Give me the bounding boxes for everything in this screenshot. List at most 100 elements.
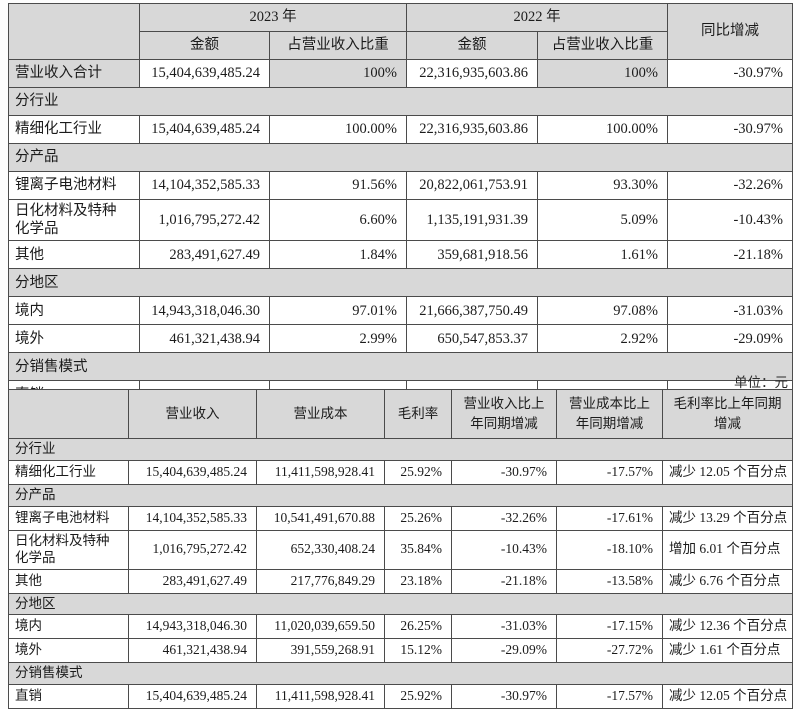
header-row: 营业收入 营业成本 毛利率 营业收入比上 年同期增减 营业成本比上 年同期增减 … bbox=[8, 389, 793, 439]
table-row: 境内 14,943,318,046.30 11,020,039,659.50 2… bbox=[8, 614, 793, 640]
header-row-years: 2023 年 2022 年 同比增减 bbox=[8, 3, 793, 60]
yoy-cell: -10.43% bbox=[667, 198, 793, 242]
margin-yoy-cell: 减少 1.61 个百分点 bbox=[662, 638, 793, 664]
share-2023-cell: 1.84% bbox=[269, 240, 407, 270]
table-row: 日化材料及特种 化学品 1,016,795,272.42 6.60% 1,135… bbox=[8, 198, 793, 242]
margin-yoy-cell: 增加 6.01 个百分点 bbox=[662, 529, 793, 570]
row-label-cell: 锂离子电池材料 bbox=[8, 171, 140, 200]
share-2023-cell: 2.99% bbox=[269, 324, 407, 354]
table-row: 其他 283,491,627.49 1.84% 359,681,918.56 1… bbox=[8, 240, 793, 270]
amount-2023-cell: 461,321,438.94 bbox=[139, 324, 270, 354]
amount-2022-cell: 21,666,387,750.49 bbox=[406, 296, 538, 326]
share-2023-cell: 6.60% bbox=[269, 198, 407, 242]
cost-cell: 11,411,598,928.41 bbox=[256, 684, 385, 709]
section-label: 分行业 bbox=[8, 438, 793, 461]
report-page: 2023 年 2022 年 同比增减 金额 占营业收入比重 金额 占营业收入比重… bbox=[8, 3, 793, 709]
revenue-cell: 1,016,795,272.42 bbox=[128, 529, 257, 570]
amount-2022-cell: 359,681,918.56 bbox=[406, 240, 538, 270]
cost-yoy-cell: -17.57% bbox=[556, 684, 663, 709]
col-header-share-2022: 占营业收入比重 bbox=[537, 31, 668, 60]
col-group-2023: 2023 年 bbox=[139, 3, 407, 32]
section-label: 分销售模式 bbox=[8, 662, 793, 686]
cost-cell: 652,330,408.24 bbox=[256, 529, 385, 570]
col-header-amount-2023: 金额 bbox=[139, 31, 270, 60]
col-header-cost-yoy: 营业成本比上 年同期增减 bbox=[556, 389, 663, 439]
share-2022-cell: 2.92% bbox=[537, 324, 668, 354]
empty-corner-cell bbox=[8, 389, 129, 439]
row-label-cell: 境内 bbox=[8, 614, 129, 640]
cost-yoy-cell: -17.15% bbox=[556, 614, 663, 640]
section-row: 分地区 bbox=[8, 268, 793, 298]
revenue-yoy-cell: -21.18% bbox=[451, 568, 557, 594]
revenue-cell: 15,404,639,485.24 bbox=[128, 459, 257, 485]
section-row: 分行业 bbox=[8, 87, 793, 116]
amount-2022-cell: 650,547,853.37 bbox=[406, 324, 538, 354]
cost-cell: 217,776,849.29 bbox=[256, 568, 385, 594]
cost-yoy-cell: -27.72% bbox=[556, 638, 663, 664]
yoy-cell: -30.97% bbox=[667, 115, 793, 144]
yoy-cell: -32.26% bbox=[667, 171, 793, 200]
amount-2023-cell: 1,016,795,272.42 bbox=[139, 198, 270, 242]
margin-analysis-table: 营业收入 营业成本 毛利率 营业收入比上 年同期增减 营业成本比上 年同期增减 … bbox=[8, 389, 793, 709]
margin-yoy-cell: 减少 12.05 个百分点 bbox=[662, 684, 793, 709]
table-row: 境外 461,321,438.94 2.99% 650,547,853.37 2… bbox=[8, 324, 793, 354]
col-header-margin-yoy: 毛利率比上年同期 增减 bbox=[662, 389, 793, 439]
section-label: 分行业 bbox=[8, 87, 793, 116]
row-label-cell: 其他 bbox=[8, 568, 129, 594]
revenue-yoy-cell: -32.26% bbox=[451, 505, 557, 531]
col-header-revenue-yoy: 营业收入比上 年同期增减 bbox=[451, 389, 557, 439]
empty-corner-cell bbox=[8, 3, 140, 60]
revenue-composition-table: 2023 年 2022 年 同比增减 金额 占营业收入比重 金额 占营业收入比重… bbox=[8, 3, 793, 410]
table-row: 直销 15,404,639,485.24 11,411,598,928.41 2… bbox=[8, 684, 793, 709]
section-row: 分销售模式 bbox=[8, 662, 793, 686]
share-2022-cell: 97.08% bbox=[537, 296, 668, 326]
share-2022-cell: 100.00% bbox=[537, 115, 668, 144]
amount-2023-cell: 15,404,639,485.24 bbox=[139, 115, 270, 144]
yoy-cell: -29.09% bbox=[667, 324, 793, 354]
margin-cell: 35.84% bbox=[384, 529, 452, 570]
cost-cell: 11,020,039,659.50 bbox=[256, 614, 385, 640]
col-header-yoy: 同比增减 bbox=[667, 3, 793, 60]
row-label-cell: 锂离子电池材料 bbox=[8, 505, 129, 531]
unit-note: 单位：元 bbox=[734, 375, 788, 390]
amount-2023-cell: 15,404,639,485.24 bbox=[139, 59, 270, 88]
yoy-cell: -31.03% bbox=[667, 296, 793, 326]
yoy-cell: -21.18% bbox=[667, 240, 793, 270]
col-header-share-2023: 占营业收入比重 bbox=[269, 31, 407, 60]
revenue-cell: 461,321,438.94 bbox=[128, 638, 257, 664]
share-2022-cell: 100% bbox=[537, 59, 668, 88]
revenue-cell: 283,491,627.49 bbox=[128, 568, 257, 594]
section-row: 分行业 bbox=[8, 438, 793, 461]
revenue-cell: 14,104,352,585.33 bbox=[128, 505, 257, 531]
col-group-2022: 2022 年 bbox=[406, 3, 668, 32]
table-row: 精细化工行业 15,404,639,485.24 100.00% 22,316,… bbox=[8, 115, 793, 144]
margin-cell: 26.25% bbox=[384, 614, 452, 640]
cost-cell: 10,541,491,670.88 bbox=[256, 505, 385, 531]
section-label: 分产品 bbox=[8, 483, 793, 507]
row-label-cell: 直销 bbox=[8, 684, 129, 709]
revenue-yoy-cell: -30.97% bbox=[451, 684, 557, 709]
row-label-cell: 精细化工行业 bbox=[8, 459, 129, 485]
amount-2022-cell: 22,316,935,603.86 bbox=[406, 59, 538, 88]
amount-2022-cell: 20,822,061,753.91 bbox=[406, 171, 538, 200]
table-row: 日化材料及特种 化学品 1,016,795,272.42 652,330,408… bbox=[8, 529, 793, 570]
section-row: 分销售模式 bbox=[8, 352, 793, 382]
section-label: 分地区 bbox=[8, 592, 793, 616]
amount-2022-cell: 22,316,935,603.86 bbox=[406, 115, 538, 144]
row-label-cell: 境内 bbox=[8, 296, 140, 326]
table-row: 境外 461,321,438.94 391,559,268.91 15.12% … bbox=[8, 638, 793, 664]
revenue-cell: 15,404,639,485.24 bbox=[128, 684, 257, 709]
revenue-yoy-cell: -30.97% bbox=[451, 459, 557, 485]
row-label-cell: 日化材料及特种 化学品 bbox=[8, 529, 129, 570]
row-label-cell: 精细化工行业 bbox=[8, 115, 140, 144]
revenue-cell: 14,943,318,046.30 bbox=[128, 614, 257, 640]
margin-yoy-cell: 减少 6.76 个百分点 bbox=[662, 568, 793, 594]
col-header-margin: 毛利率 bbox=[384, 389, 452, 439]
share-2023-cell: 97.01% bbox=[269, 296, 407, 326]
cost-yoy-cell: -13.58% bbox=[556, 568, 663, 594]
yoy-cell: -30.97% bbox=[667, 59, 793, 88]
row-label-cell: 日化材料及特种 化学品 bbox=[8, 198, 140, 242]
table-row: 其他 283,491,627.49 217,776,849.29 23.18% … bbox=[8, 568, 793, 594]
section-row: 分产品 bbox=[8, 483, 793, 507]
share-2023-cell: 100% bbox=[269, 59, 407, 88]
